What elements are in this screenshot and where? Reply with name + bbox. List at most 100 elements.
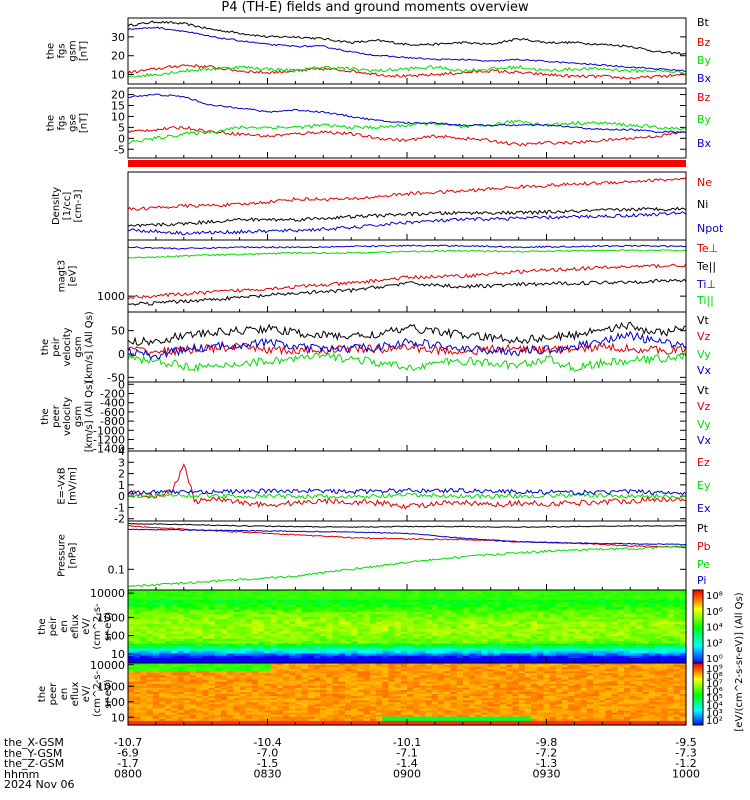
spectrogram-cell [425, 665, 433, 668]
spectrogram-cell [599, 643, 606, 647]
spectrogram-cell [233, 631, 241, 635]
spectrogram-cell [636, 691, 644, 695]
legend-temperature-Te||: Te|| [696, 260, 716, 273]
spectrogram-cell [531, 658, 538, 662]
spectrogram-cell [134, 592, 141, 596]
spectrogram-cell [320, 691, 327, 695]
spectrogram-cell [320, 655, 327, 659]
spectrogram-cell [679, 681, 687, 685]
spectrogram-cell [289, 653, 296, 657]
spectrogram-cell [549, 653, 557, 657]
spectrogram-cell [376, 621, 383, 625]
spectrogram-cell [351, 660, 358, 664]
spectrogram-cell [252, 621, 259, 625]
spectrogram-cell [202, 643, 210, 647]
frame-fgs_gsm [127, 17, 687, 85]
spectrogram-cell [314, 631, 321, 635]
spectrogram-cell [320, 673, 327, 676]
spectrogram-cell [456, 633, 464, 637]
spectrogram-cell [227, 663, 234, 666]
spectrogram-cell [605, 696, 613, 699]
spectrogram-cell [562, 624, 569, 628]
spectrogram-cell [146, 653, 154, 657]
spectrogram-cell [171, 663, 179, 666]
spectrogram-cell [431, 636, 439, 640]
spectrogram-cell [593, 621, 600, 625]
spectrogram-cell [202, 633, 210, 637]
spectrogram-cell [400, 691, 408, 695]
spectrogram-cell [314, 660, 321, 664]
spectrogram-cell [636, 619, 644, 623]
spectrogram-cell [208, 650, 216, 654]
spectrogram-cell [128, 689, 135, 693]
spectrogram-cell [531, 616, 538, 620]
spectrogram-cell [611, 679, 619, 683]
spectrogram-cell [431, 685, 439, 689]
spectrogram-cell [450, 667, 458, 670]
spectrogram-cell [345, 643, 352, 647]
spectrogram-cell [555, 653, 563, 657]
spectrogram-cell [245, 592, 253, 596]
spectrogram-cell [661, 653, 668, 657]
spectrogram-cell [524, 602, 532, 606]
spectrogram-cell [351, 704, 358, 707]
spectrogram-cell [425, 607, 433, 610]
colorbar-step [693, 606, 703, 609]
spectrogram-cell [537, 683, 544, 687]
ytick-label-velocity_peer: -1000 [93, 424, 125, 437]
spectrogram-cell [512, 590, 520, 593]
spectrogram-cell [338, 694, 346, 697]
spectrogram-cell [357, 691, 365, 695]
spectrogram-cell [307, 683, 315, 687]
ytick-label-peir_spectrogram: 10000 [90, 587, 125, 600]
spectrogram-cell [227, 667, 234, 670]
spectrogram-cell [394, 626, 402, 630]
spectrogram-cell [655, 590, 662, 593]
spectrogram-cell [500, 624, 507, 628]
spectrogram-cell [518, 687, 526, 691]
spectrogram-cell [159, 590, 166, 593]
spectrogram-cell [425, 590, 433, 593]
spectrogram-cell [413, 602, 420, 606]
spectrogram-cell [661, 683, 668, 687]
ylabel-velocity_peer-0: the [40, 408, 51, 424]
spectrogram-cell [289, 628, 296, 632]
colorbar-step [693, 615, 703, 618]
spectrogram-cell [574, 646, 582, 649]
spectrogram-cell [165, 609, 172, 613]
spectrogram-cell [221, 683, 228, 687]
spectrogram-cell [146, 681, 154, 685]
spectrogram-cell [636, 694, 644, 697]
spectrogram-cell [549, 691, 557, 695]
spectrogram-cell [667, 689, 675, 693]
spectrogram-cell [264, 616, 272, 620]
spectrogram-cell [202, 694, 210, 697]
spectrogram-cell [314, 663, 321, 666]
spectrogram-cell [431, 653, 439, 657]
spectrogram-cell [543, 631, 551, 635]
spectrogram-cell [128, 694, 135, 697]
spectrogram-cell [264, 704, 272, 707]
spectrogram-cell [630, 607, 637, 610]
spectrogram-cell [562, 683, 569, 687]
spectrogram-cell [673, 628, 681, 632]
spectrogram-cell [140, 592, 148, 596]
spectrogram-cell [338, 592, 346, 596]
spectrogram-cell [655, 594, 662, 598]
spectrogram-cell [258, 691, 265, 695]
spectrogram-cell [481, 671, 489, 674]
spectrogram-cell [152, 592, 160, 596]
spectrogram-cell [233, 599, 241, 603]
colorbar-step [693, 602, 703, 606]
spectrogram-cell [524, 636, 532, 640]
spectrogram-cell [450, 653, 458, 657]
spectrogram-cell [636, 689, 644, 693]
spectrogram-cell [469, 653, 476, 657]
spectrogram-cell [624, 679, 631, 683]
spectrogram-cell [314, 641, 321, 645]
spectrogram-cell [562, 702, 569, 705]
spectrogram-cell [419, 704, 427, 707]
spectrogram-cell [667, 599, 675, 603]
spectrogram-cell [289, 614, 296, 618]
spectrogram-cell [239, 679, 247, 683]
